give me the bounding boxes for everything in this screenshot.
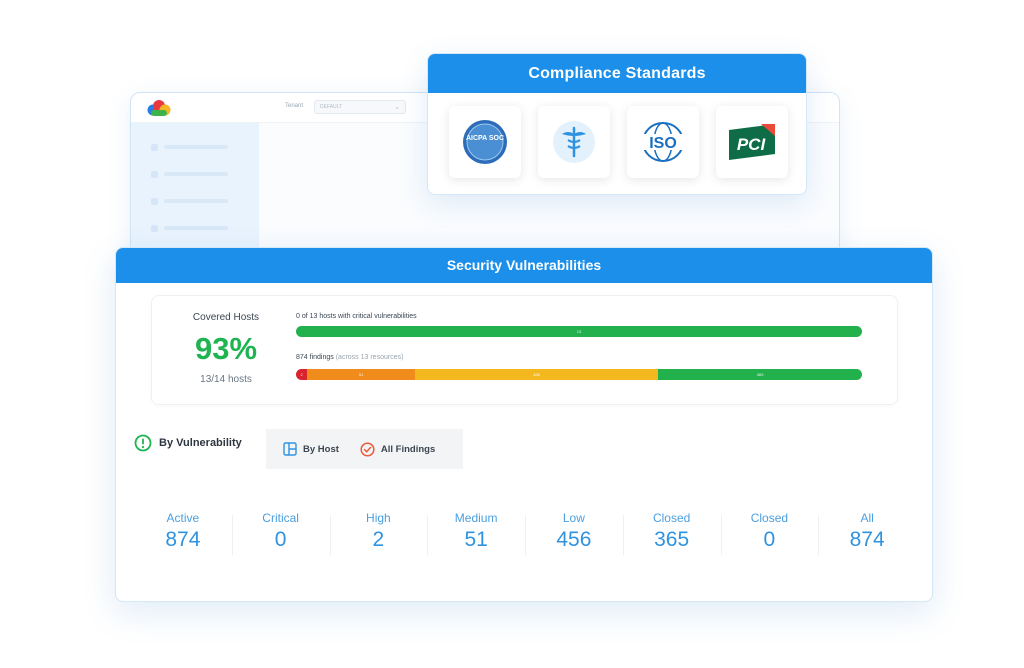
pci-logo-text: PCI <box>737 135 767 154</box>
critical-hosts-bar: 13 <box>296 326 862 337</box>
menu-item-placeholder <box>164 172 228 176</box>
stat-value: 51 <box>464 528 488 551</box>
stat-medium[interactable]: Medium 51 <box>427 511 525 561</box>
sidebar-item[interactable] <box>151 170 241 178</box>
stat-low[interactable]: Low 456 <box>525 511 623 561</box>
stat-value: 365 <box>654 528 690 551</box>
menu-item-placeholder <box>164 145 228 149</box>
findings-count: 874 findings <box>296 354 334 361</box>
hipaa-badge[interactable] <box>538 106 610 178</box>
pci-badge[interactable]: PCI <box>716 106 788 178</box>
stat-active[interactable]: Active 874 <box>134 511 232 561</box>
bar-segment: 2 <box>296 369 308 380</box>
tab-by-host[interactable]: By Host <box>266 442 339 456</box>
menu-item-icon <box>151 170 158 178</box>
compliance-standards-card: Compliance Standards AICPA SOC <box>427 53 807 195</box>
sidebar-item[interactable] <box>151 197 241 205</box>
security-vulnerabilities-card: Security Vulnerabilities Covered Hosts 9… <box>115 247 933 602</box>
findings-label: 874 findings (across 13 resources) <box>296 354 403 361</box>
stat-value: 874 <box>165 528 201 551</box>
stat-label: High <box>366 511 391 525</box>
compliance-title: Compliance Standards <box>428 54 806 93</box>
alert-circle-icon <box>134 434 152 452</box>
bar-segment: 51 <box>307 369 415 380</box>
tenant-label: Tenant <box>285 103 304 109</box>
menu-item-icon <box>151 143 158 151</box>
stat-value: 874 <box>849 528 885 551</box>
stat-label: Medium <box>454 511 498 525</box>
vulnerability-stats: Active 874 Critical 0 High 2 Medium 51 Low 45… <box>134 511 916 561</box>
stat-value: 2 <box>372 528 385 551</box>
check-circle-icon <box>360 441 375 457</box>
caduceus-icon <box>553 121 595 163</box>
stat-critical[interactable]: Critical 0 <box>231 511 330 561</box>
stat-high[interactable]: High 2 <box>329 511 428 561</box>
bar-segment: 13 <box>296 326 862 337</box>
stat-label: Closed <box>750 511 789 525</box>
sidebar-item[interactable] <box>151 143 241 151</box>
tab-by-vulnerability[interactable]: By Vulnerability <box>118 419 266 467</box>
compliance-badges: AICPA SOC ISO <box>428 93 806 178</box>
menu-item-placeholder <box>164 226 228 230</box>
bar-segment: 365 <box>658 369 862 380</box>
stat-label: Critical <box>262 511 299 525</box>
aicpa-soc-badge[interactable]: AICPA SOC <box>449 106 521 178</box>
tab-strip: By Host All Findings <box>266 429 463 469</box>
coverage-summary: Covered Hosts 93% 13/14 hosts 0 of 13 ho… <box>151 295 898 405</box>
stat-label: Closed <box>652 511 691 525</box>
stat-all[interactable]: All 874 <box>818 511 916 561</box>
aicpa-logo-text: AICPA SOC <box>466 135 504 142</box>
iso-logo-icon: ISO <box>639 122 687 162</box>
stat-value: 0 <box>763 528 776 551</box>
stat-closed-2[interactable]: Closed 0 <box>720 511 819 561</box>
tenant-value: DEFAULT <box>320 104 343 110</box>
findings-note: (across 13 resources) <box>335 354 404 361</box>
stat-label: Low <box>562 511 585 525</box>
chevron-down-icon: ⌄ <box>394 104 400 111</box>
stat-label: Active <box>166 511 200 525</box>
bar-segment: 456 <box>414 369 659 380</box>
sidebar-item[interactable] <box>151 224 241 232</box>
tab-all-findings[interactable]: All Findings <box>339 441 436 457</box>
tab-label: All Findings <box>380 443 436 455</box>
security-title: Security Vulnerabilities <box>116 248 932 283</box>
menu-item-icon <box>151 197 158 205</box>
layout-icon <box>283 442 297 456</box>
iso-badge[interactable]: ISO <box>627 106 699 178</box>
critical-hosts-label: 0 of 13 hosts with critical vulnerabilit… <box>296 313 417 320</box>
tab-label: By Vulnerability <box>159 437 242 449</box>
covered-hosts-count: 13/14 hosts <box>200 374 252 385</box>
covered-hosts-title: Covered Hosts <box>192 312 260 323</box>
covered-hosts-percent: 93% <box>194 331 258 366</box>
stat-value: 456 <box>556 528 592 551</box>
aicpa-soc-logo-icon: AICPA SOC <box>463 120 507 164</box>
cloud-logo-icon <box>147 100 171 116</box>
menu-item-placeholder <box>164 199 228 203</box>
findings-severity-bar: 2 51 456 365 <box>296 369 862 380</box>
tab-label: By Host <box>303 443 339 455</box>
pci-logo-icon: PCI <box>729 124 775 160</box>
stat-closed[interactable]: Closed 365 <box>622 511 721 561</box>
stat-value: 0 <box>274 528 287 551</box>
stat-label: All <box>860 511 874 525</box>
menu-item-icon <box>151 224 158 232</box>
tenant-select[interactable]: DEFAULT ⌄ <box>314 100 406 114</box>
iso-logo-text: ISO <box>649 135 677 152</box>
